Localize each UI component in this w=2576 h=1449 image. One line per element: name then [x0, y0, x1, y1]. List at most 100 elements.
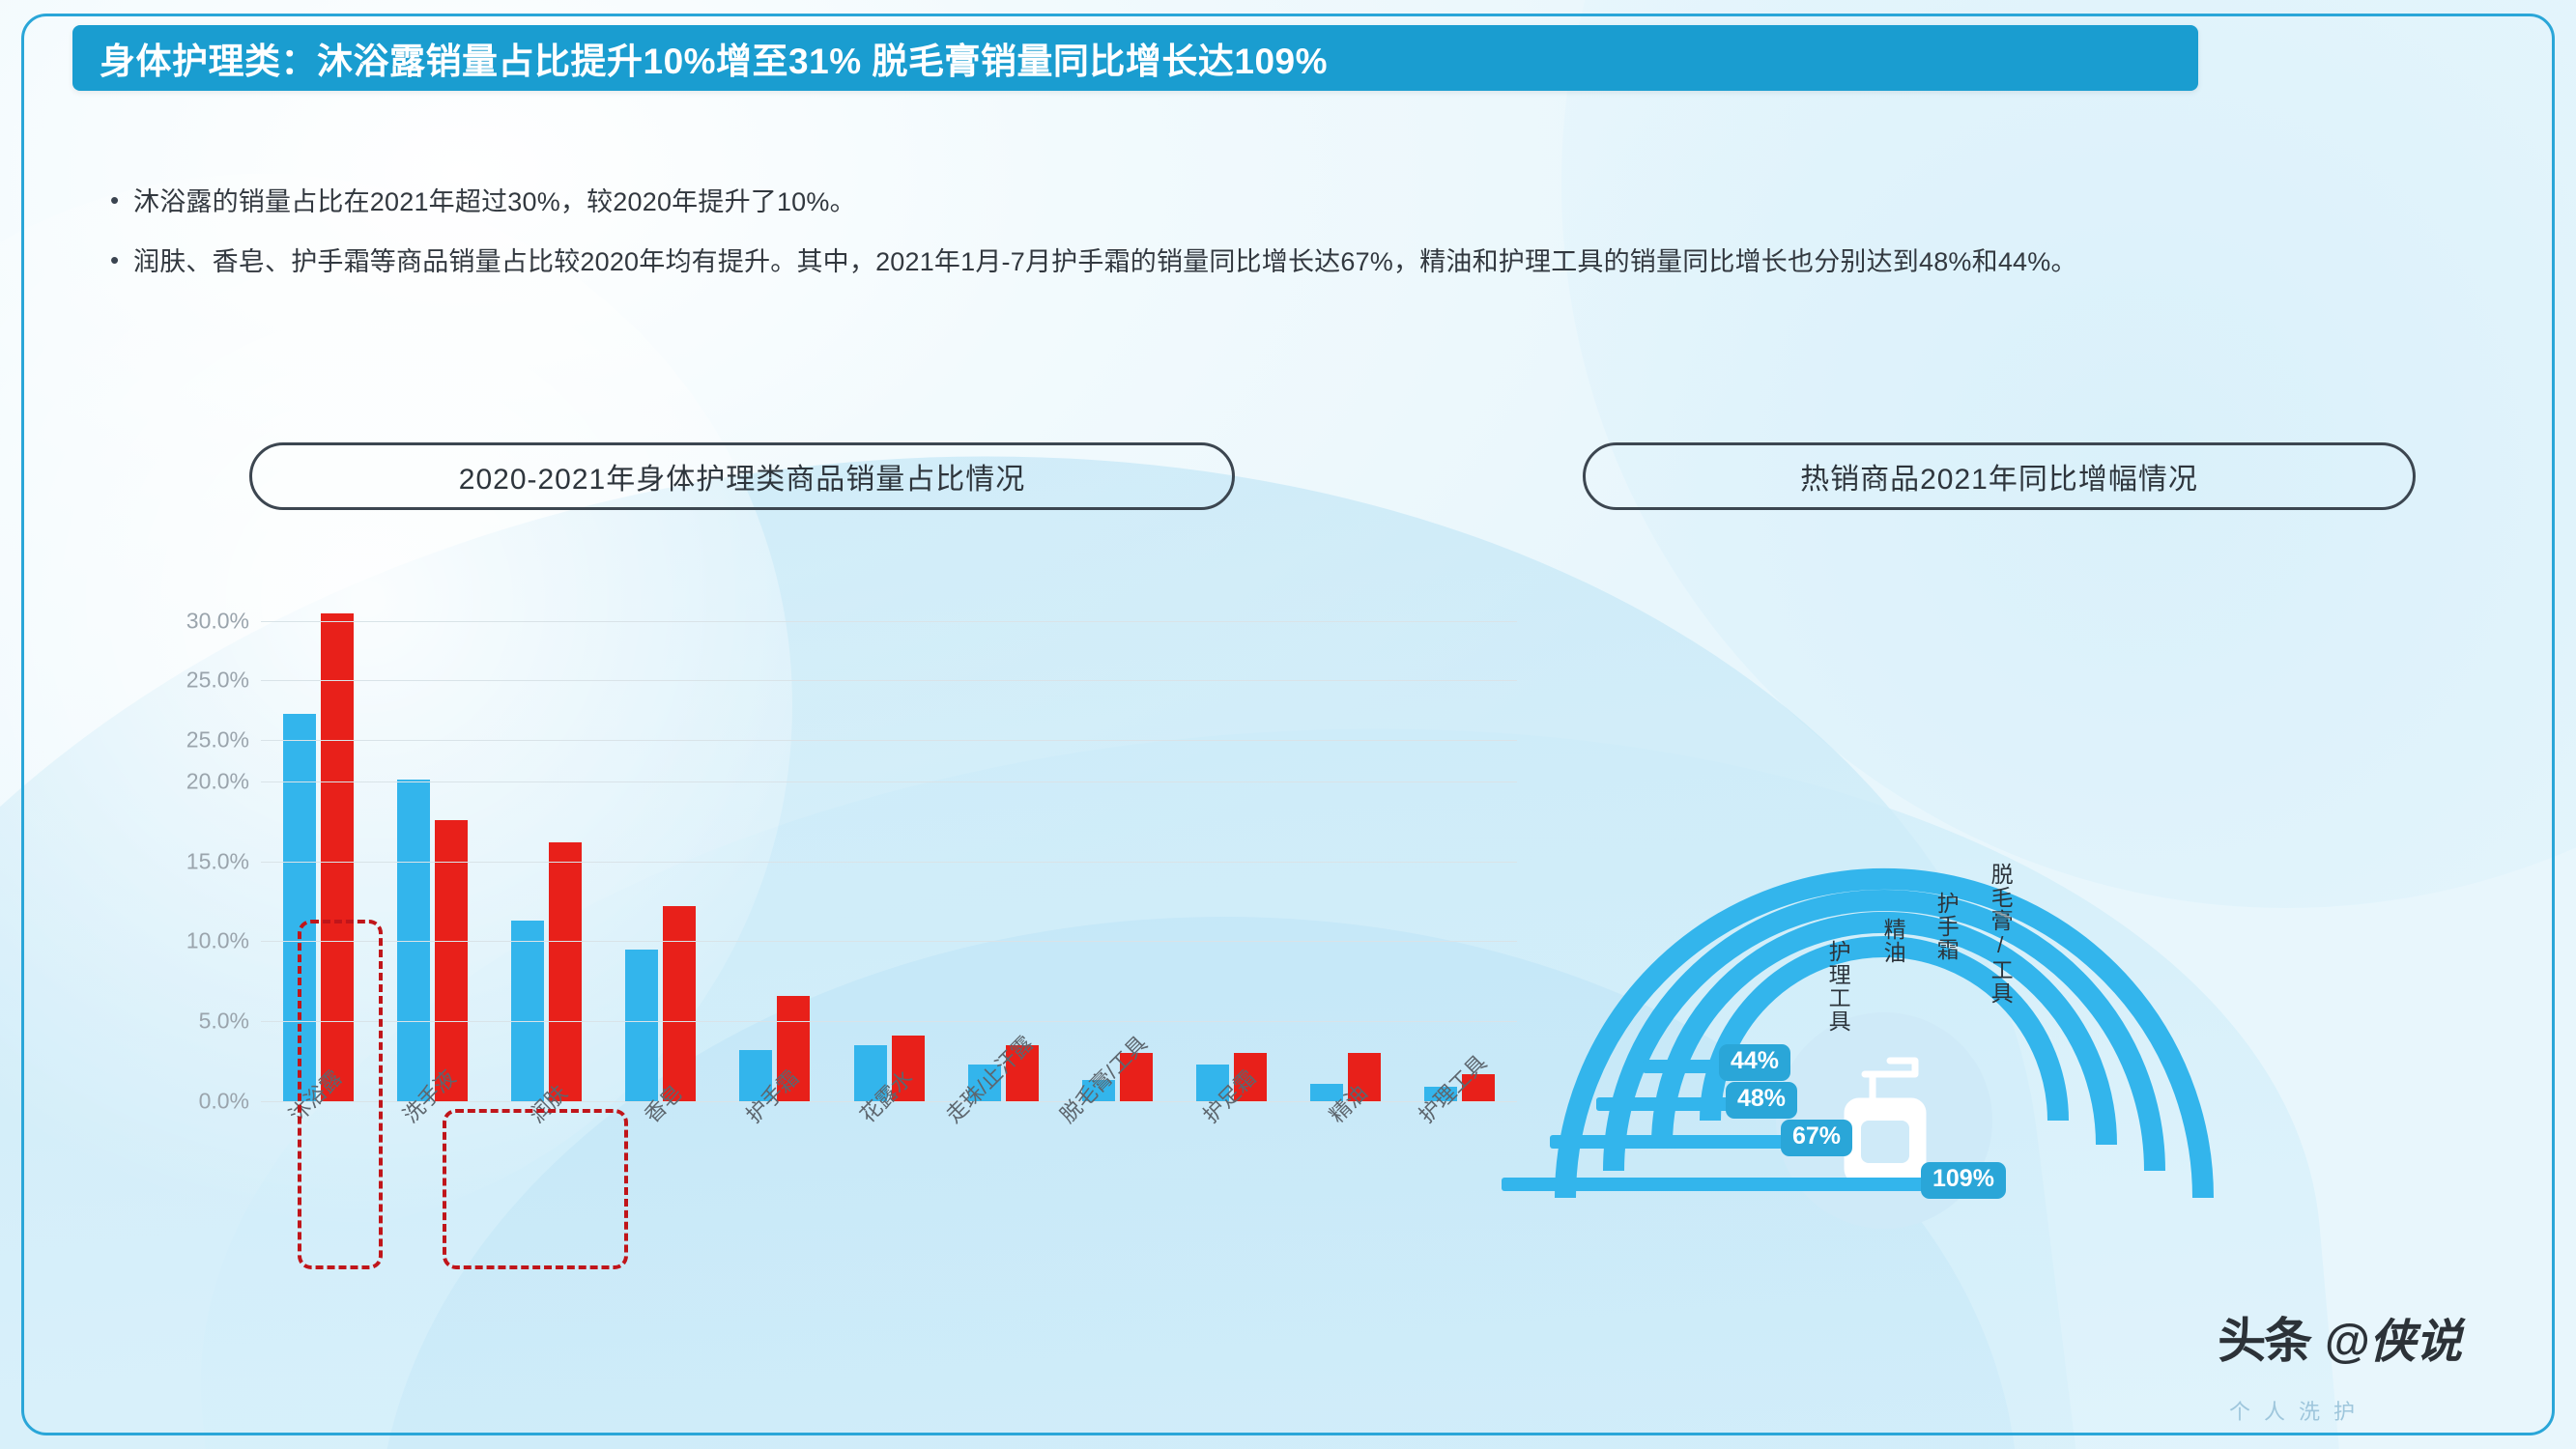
radial-arcs	[1555, 868, 2214, 1229]
bar-2021	[1005, 1045, 1039, 1101]
bar-2021	[320, 612, 354, 1101]
arc-ring-2	[1651, 912, 2117, 1146]
radial-value-bar	[1596, 1097, 1732, 1111]
bar-group	[604, 589, 718, 1101]
y-axis-tick-label: 30.0%	[186, 608, 249, 634]
y-axis-tick-label: 5.0%	[198, 1008, 249, 1034]
bar-group	[832, 589, 946, 1101]
bar-group	[1060, 589, 1174, 1101]
gridline	[261, 739, 1517, 741]
x-axis-tick: 精油	[1289, 1080, 1403, 1188]
radial-chart: 护理工具 精油 护手霜 脱毛膏/工具 44% 48% 67% 109%	[1502, 580, 2522, 1343]
list-item: • 沐浴露的销量占比在2021年超过30%，较2020年提升了10%。	[104, 179, 2452, 225]
y-axis-tick-label: 15.0%	[186, 848, 249, 874]
gridline	[261, 781, 1517, 782]
bullet-text: 沐浴露的销量占比在2021年超过30%，较2020年提升了10%。	[133, 187, 856, 216]
bar-2021	[891, 1036, 925, 1101]
right-chart-title-pill: 热销商品2021年同比增幅情况	[1583, 442, 2416, 510]
bar-2020	[1424, 1087, 1458, 1101]
radial-label-2: 精油	[1880, 918, 1906, 964]
x-axis-tick: 润肤	[489, 1080, 603, 1188]
x-axis-tick: 护理工具	[1403, 1050, 1517, 1188]
y-axis-tick-label: 25.0%	[186, 726, 249, 753]
right-chart-title: 热销商品2021年同比增幅情况	[1800, 464, 2198, 496]
x-axis-tick: 沐浴露	[261, 1065, 375, 1188]
gridline	[261, 680, 1517, 682]
gridline	[261, 861, 1517, 863]
bar-2020	[396, 780, 430, 1101]
radial-value-badge: 48%	[1726, 1082, 1798, 1119]
bar-2020	[853, 1045, 887, 1101]
bar-group	[1175, 589, 1289, 1101]
bar-2020	[739, 1050, 773, 1101]
x-axis-labels: 沐浴露 洗手液 润肤 香皂 护手霜 花露水 走珠/止汗露 脱毛膏/工具 护足霜 精油 护理工具	[261, 1031, 1517, 1188]
bar-2020	[625, 949, 659, 1101]
arc-ring-4	[1555, 868, 2214, 1199]
x-axis-tick: 香皂	[604, 1080, 718, 1188]
radial-value-bar	[1550, 1135, 1787, 1149]
bar-2020	[1196, 1064, 1230, 1101]
x-axis-tick: 走珠/止汗露	[941, 1031, 1060, 1188]
bar-2021	[1119, 1053, 1153, 1101]
bullet-text: 润肤、香皂、护手霜等商品销量占比较2020年均有提升。其中，2021年1月-7月…	[133, 247, 2077, 276]
gridline	[261, 1021, 1517, 1023]
gridline	[261, 941, 1517, 943]
radial-label-4: 脱毛膏/工具	[1988, 863, 2014, 1005]
bar-2021	[1462, 1073, 1496, 1101]
arc-ring-1	[1700, 936, 2069, 1122]
footer-note: 个人洗护	[2228, 1400, 2368, 1424]
x-axis-tick: 花露水	[832, 1065, 946, 1188]
bar-2020	[1081, 1080, 1115, 1101]
bar-2020	[1310, 1083, 1344, 1101]
radial-value-badge: 44%	[1719, 1044, 1791, 1081]
watermark-logo: 头条	[2218, 1314, 2312, 1368]
bar-group	[375, 589, 489, 1101]
bar-group	[946, 589, 1060, 1101]
y-axis-tick-label: 0.0%	[198, 1088, 249, 1114]
slide-title-bar: 身体护理类：沐浴露销量占比提升10%增至31% 脱毛膏销量同比增长达109%	[72, 25, 2198, 91]
page-title: 身体护理类：沐浴露销量占比提升10%增至31% 脱毛膏销量同比增长达109%	[100, 42, 1329, 81]
bar-2021	[1348, 1053, 1382, 1101]
watermark: 头条 @侠说	[2218, 1302, 2462, 1372]
bar-2021	[548, 841, 582, 1101]
radial-value-bar	[1502, 1178, 1927, 1191]
radial-value-badge: 67%	[1781, 1120, 1853, 1156]
bullet-marker: •	[110, 245, 120, 274]
bar-2020	[967, 1064, 1001, 1101]
bar-plot-area	[261, 589, 1517, 1102]
y-axis-tick-label: 10.0%	[186, 927, 249, 953]
bar-2021	[663, 905, 697, 1101]
bullet-list: • 沐浴露的销量占比在2021年超过30%，较2020年提升了10%。 • 润肤…	[104, 179, 2452, 298]
bar-2021	[1234, 1053, 1268, 1101]
radial-value-bar	[1643, 1060, 1725, 1073]
bar-2020	[510, 920, 544, 1101]
bar-groups	[261, 589, 1517, 1101]
bar-group	[718, 589, 832, 1101]
bullet-marker: •	[110, 185, 120, 214]
bar-2020	[282, 714, 316, 1101]
left-chart-title: 2020-2021年身体护理类商品销量占比情况	[458, 464, 1026, 496]
bar-2021	[434, 819, 468, 1101]
left-chart-title-pill: 2020-2021年身体护理类商品销量占比情况	[249, 442, 1235, 510]
x-axis-tick: 护足霜	[1175, 1065, 1289, 1188]
radial-label-1: 护理工具	[1825, 940, 1851, 1033]
grouped-bar-chart: 30.0% 25.0% 25.0% 20.0% 15.0% 10.0% 5.0% 0.0% 沐…	[145, 580, 1517, 1269]
radial-label-3: 护手霜	[1933, 892, 1960, 961]
bar-group	[489, 589, 603, 1101]
x-axis-tick: 护手霜	[718, 1065, 832, 1188]
x-axis-tick: 脱毛膏/工具	[1056, 1031, 1174, 1188]
watermark-handle: @侠说	[2324, 1317, 2462, 1368]
soap-dispenser-icon	[1844, 1057, 1927, 1184]
bar-group	[1403, 589, 1517, 1101]
x-axis-tick: 洗手液	[375, 1065, 489, 1188]
bar-group	[261, 589, 375, 1101]
arc-ring-3	[1603, 890, 2165, 1172]
y-axis-tick-label: 20.0%	[186, 768, 249, 794]
bar-2021	[777, 995, 811, 1101]
radial-value-badge: 109%	[1921, 1162, 2006, 1199]
list-item: • 润肤、香皂、护手霜等商品销量占比较2020年均有提升。其中，2021年1月-…	[104, 239, 2452, 285]
gridline	[261, 1101, 1517, 1102]
y-axis-tick-label: 25.0%	[186, 667, 249, 693]
gridline	[261, 621, 1517, 623]
